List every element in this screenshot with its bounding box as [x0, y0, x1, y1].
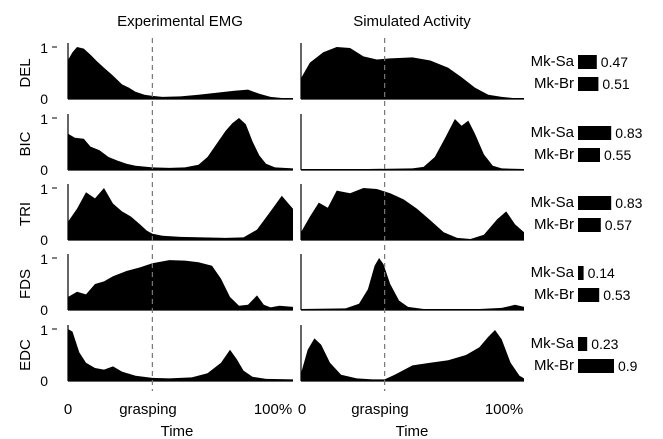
bar-mk-br-tri [578, 218, 601, 232]
bar-value-mk-br-tri: 0.57 [605, 217, 632, 233]
panel-title-experimental: Experimental EMG [117, 13, 243, 30]
bar-mk-sa-del [578, 55, 597, 69]
bar-mk-br-del [578, 77, 599, 91]
bar-mk-br-fds [578, 288, 600, 302]
bar-value-mk-br-fds: 0.53 [603, 287, 630, 303]
bar-value-mk-br-del: 0.51 [602, 76, 629, 92]
x-axis-label-simulated: Time [396, 423, 429, 439]
bar-mk-sa-edc [578, 337, 588, 351]
area-simulated-bic [301, 119, 524, 170]
area-experimental-fds [68, 260, 293, 310]
x-tick-grasping-experimental: grasping [119, 401, 177, 418]
bar-label-mk-sa-bic: Mk-Sa [531, 124, 575, 141]
x-tick-zero-simulated: 0 [298, 401, 306, 418]
y-tick-one-del: 1 [40, 40, 48, 56]
bar-label-mk-sa-del: Mk-Sa [531, 53, 575, 70]
y-tick-zero-bic: 0 [40, 162, 48, 178]
area-experimental-tri [68, 188, 293, 240]
bar-value-mk-sa-fds: 0.14 [588, 265, 615, 281]
bar-value-mk-br-bic: 0.55 [604, 147, 631, 163]
bar-mk-sa-tri [578, 196, 612, 210]
bar-value-mk-sa-bic: 0.83 [615, 125, 642, 141]
bar-value-mk-sa-tri: 0.83 [615, 195, 642, 211]
y-label-bic: BIC [17, 131, 34, 156]
y-label-fds: FDS [17, 269, 34, 299]
y-label-tri: TRI [17, 202, 34, 226]
bar-value-mk-sa-edc: 0.23 [591, 336, 618, 352]
bar-mk-br-edc [578, 359, 614, 373]
y-tick-zero-tri: 0 [40, 232, 48, 248]
bar-label-mk-sa-tri: Mk-Sa [531, 194, 575, 211]
bar-label-mk-br-bic: Mk-Br [534, 146, 574, 163]
y-tick-zero-edc: 0 [40, 373, 48, 389]
y-tick-one-bic: 1 [40, 111, 48, 127]
bar-mk-sa-fds [578, 266, 584, 280]
bar-label-mk-sa-fds: Mk-Sa [531, 264, 575, 281]
y-tick-one-tri: 1 [40, 181, 48, 197]
y-tick-zero-fds: 0 [40, 302, 48, 318]
y-tick-one-edc: 1 [40, 322, 48, 338]
bar-label-mk-br-del: Mk-Br [534, 75, 574, 92]
panel-title-simulated: Simulated Activity [353, 13, 471, 30]
x-tick-end-simulated: 100% [485, 401, 523, 418]
bar-label-mk-br-fds: Mk-Br [534, 286, 574, 303]
area-simulated-del [301, 47, 524, 99]
bar-value-mk-sa-del: 0.47 [601, 54, 628, 70]
area-simulated-tri [301, 188, 524, 240]
x-tick-grasping-simulated: grasping [351, 401, 409, 418]
area-simulated-fds [301, 258, 524, 310]
bar-label-mk-sa-edc: Mk-Sa [531, 335, 575, 352]
muscle-rows: DEL 1 0 Mk-Sa 0.47 Mk-Br 0.51 BIC 1 0 Mk-Sa 0.83 Mk-… [17, 38, 643, 391]
x-tick-zero-experimental: 0 [64, 401, 72, 418]
x-tick-end-experimental: 100% [254, 401, 292, 418]
area-experimental-bic [68, 118, 293, 170]
area-simulated-edc [301, 330, 524, 381]
x-axis-label-experimental: Time [161, 423, 194, 439]
area-experimental-edc [68, 329, 293, 381]
bar-label-mk-br-tri: Mk-Br [534, 216, 574, 233]
bar-mk-br-bic [578, 148, 600, 162]
bar-mk-sa-bic [578, 126, 612, 140]
bar-label-mk-br-edc: Mk-Br [534, 357, 574, 374]
y-tick-zero-del: 0 [40, 91, 48, 107]
bar-value-mk-br-edc: 0.9 [618, 358, 638, 374]
area-experimental-del [68, 47, 293, 99]
y-label-del: DEL [17, 58, 34, 87]
y-label-edc: EDC [17, 339, 34, 371]
y-tick-one-fds: 1 [40, 251, 48, 267]
